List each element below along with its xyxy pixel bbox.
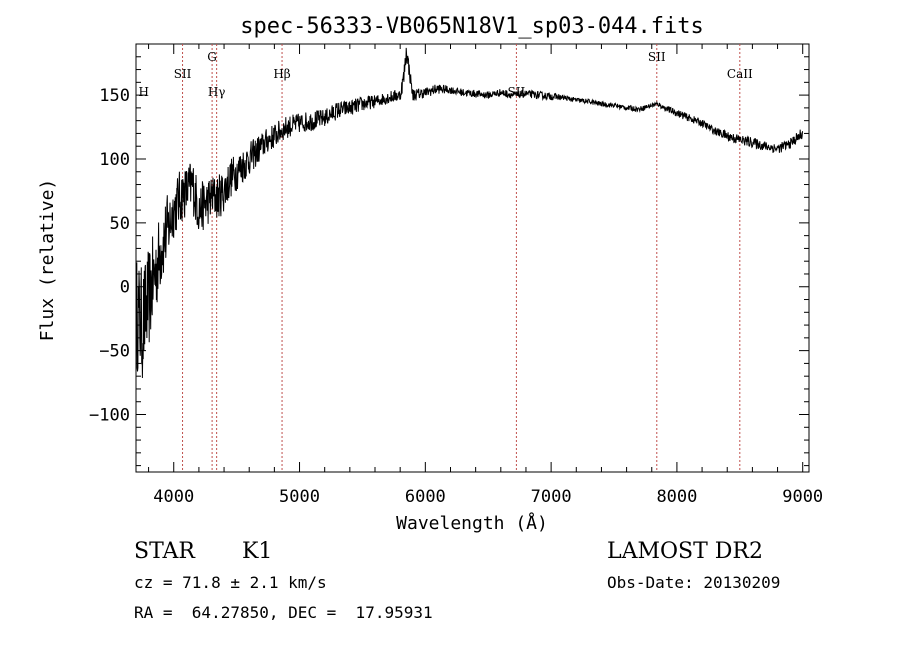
- obs-date: Obs-Date: 20130209: [607, 573, 781, 592]
- line-marker-label: SII: [648, 50, 666, 64]
- object-class: STAR: [134, 539, 195, 564]
- x-tick-label: 7000: [531, 487, 572, 507]
- y-tick-label: 50: [110, 214, 130, 234]
- object-subclass: K1: [242, 539, 273, 564]
- chart-title: spec-56333-VB065N18V1_sp03-044.fits: [240, 14, 704, 39]
- survey-name: LAMOST DR2: [607, 539, 763, 564]
- y-tick-label: −100: [89, 406, 130, 426]
- y-tick-label: −50: [99, 342, 130, 362]
- edge-marker-label: H: [139, 85, 149, 99]
- y-tick-label: 0: [120, 278, 130, 298]
- axis-ticks: [136, 44, 809, 472]
- tick-labels: 4000 5000 6000 7000 8000 9000 −100 −50 0 50 100 150: [89, 86, 823, 507]
- line-marker-label: CaII: [727, 67, 753, 81]
- y-axis-label: Flux (relative): [37, 179, 58, 342]
- redshift-text: cz = 71.8 ± 2.1 km/s: [134, 573, 327, 592]
- line-marker-label: G: [207, 50, 217, 64]
- plot-frame: [135, 43, 810, 473]
- coordinates-text: RA = 64.27850, DEC = 17.95931: [134, 603, 433, 622]
- spectrum-chart: spec-56333-VB065N18V1_sp03-044.fits SII G…: [37, 14, 823, 534]
- y-tick-label: 100: [99, 150, 130, 170]
- x-tick-label: 9000: [782, 487, 823, 507]
- x-tick-label: 8000: [656, 487, 697, 507]
- line-marker-label: Hβ: [273, 67, 290, 81]
- x-tick-label: 6000: [405, 487, 446, 507]
- y-tick-label: 150: [99, 86, 130, 106]
- line-marker-label: SII: [174, 67, 192, 81]
- x-tick-label: 4000: [153, 487, 194, 507]
- spectrum-line: [135, 47, 803, 379]
- line-marker-label: Hγ: [208, 85, 226, 99]
- x-tick-label: 5000: [279, 487, 320, 507]
- x-axis-label: Wavelength (Å): [396, 512, 548, 534]
